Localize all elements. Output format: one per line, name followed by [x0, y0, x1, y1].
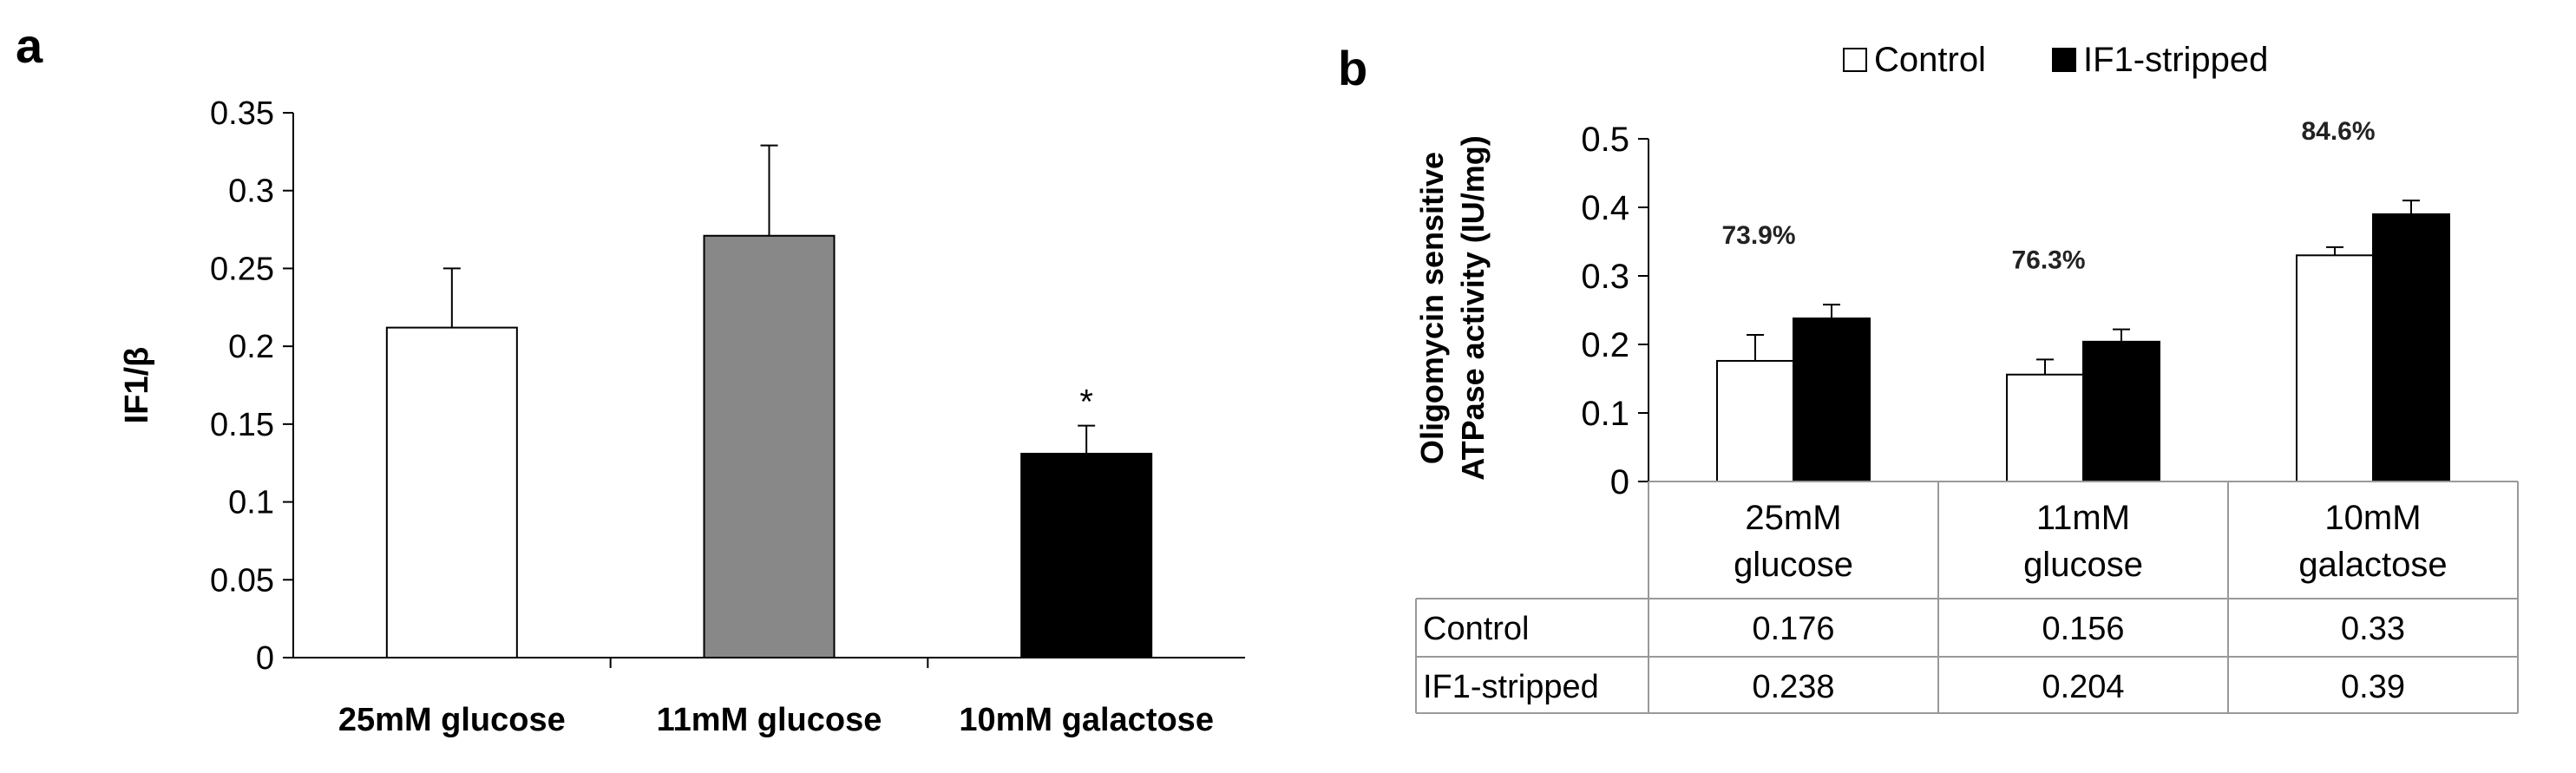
- table-cell: 0.238: [1752, 669, 1834, 705]
- chart-b-bar-if1-stripped: [1793, 317, 1871, 483]
- panel-b-label: b: [1338, 41, 1367, 95]
- chart-a-y-tick-label: 0.15: [210, 407, 274, 443]
- legend-swatch-if1-stripped: [2052, 48, 2076, 72]
- table-category-label: galactose: [2298, 546, 2447, 584]
- table-cell: 0.39: [2341, 669, 2405, 705]
- chart-a-y-tick-label: 0.05: [210, 562, 274, 599]
- table-category-label: glucose: [2023, 546, 2143, 584]
- chart-b-y-tick-label: 0.3: [1581, 258, 1629, 296]
- chart-a: 0 0.05 0.1 0.15 0.2 0.25 0.3 0.35 25mM glucose 1…: [119, 95, 1245, 738]
- data-table: 25mM glucose 11mM glucose 10mM galactose Contr…: [1415, 481, 2519, 714]
- chart-a-y-tick-label: 0.2: [228, 329, 274, 365]
- table-row-header: IF1-stripped: [1423, 669, 1599, 705]
- chart-a-x-tick-label: 25mM glucose: [338, 702, 566, 738]
- chart-b-bar-if1-stripped: [2082, 340, 2160, 482]
- chart-b-bar-control: [1716, 359, 1794, 482]
- chart-b-percent-annotation: 84.6%: [2301, 117, 2375, 146]
- chart-a-bar: [703, 234, 836, 658]
- chart-b-percent-annotation: 76.3%: [2011, 246, 2085, 275]
- chart-a-bar: [385, 326, 518, 658]
- chart-a-y-tick-label: 0.25: [210, 251, 274, 287]
- chart-b-percent-annotation: 73.9%: [1721, 221, 1795, 250]
- chart-a-bar: [1020, 452, 1153, 658]
- table-cell: 0.176: [1752, 611, 1834, 647]
- chart-b-bar-if1-stripped: [2372, 213, 2450, 482]
- chart-a-y-tick-label: 0: [256, 640, 274, 677]
- chart-b-bar-control: [2296, 254, 2374, 482]
- table-category-label: glucose: [1734, 546, 1853, 584]
- legend-swatch-control: [1843, 48, 1867, 72]
- table-category-label: 10mM: [2324, 499, 2421, 537]
- legend-label-control: Control: [1874, 41, 1986, 79]
- table-category-label: 25mM: [1745, 499, 1841, 537]
- chart-b-y-label-line2: ATPase activity (IU/mg): [1455, 135, 1491, 480]
- table-row-header: Control: [1423, 611, 1530, 647]
- chart-a-y-label: IF1/β: [119, 347, 155, 424]
- chart-b-y-tick-label: 0.5: [1581, 121, 1629, 159]
- table-cell: 0.204: [2042, 669, 2124, 705]
- chart-b: Control IF1-stripped 0 0.1 0.2 0.3 0.4 0.5 73…: [1414, 41, 2519, 714]
- chart-a-x-tick-label: 11mM glucose: [657, 702, 882, 738]
- chart-a-x-tick-label: 10mM galactose: [959, 702, 1214, 738]
- chart-a-y-tick-label: 0.1: [228, 485, 274, 521]
- table-category-label: 11mM: [2036, 499, 2130, 537]
- chart-b-y-tick-label: 0.2: [1581, 326, 1629, 364]
- panel-a-label: a: [16, 18, 43, 73]
- chart-b-y-label-line1: Oligomycin sensitive: [1414, 152, 1450, 464]
- chart-b-legend: Control IF1-stripped: [1843, 41, 2268, 79]
- chart-a-y-tick-label: 0.3: [228, 174, 274, 210]
- table-cell: 0.156: [2042, 611, 2124, 647]
- chart-b-bar-control: [2006, 373, 2084, 483]
- table-cell: 0.33: [2341, 611, 2405, 647]
- chart-b-y-tick-label: 0.4: [1581, 189, 1629, 227]
- chart-a-y-tick-label: 0.35: [210, 95, 274, 132]
- chart-b-y-tick-label: 0: [1610, 463, 1629, 501]
- chart-a-significance-marker: *: [1079, 383, 1093, 422]
- chart-b-y-tick-label: 0.1: [1581, 395, 1629, 433]
- legend-label-if1-stripped: IF1-stripped: [2083, 41, 2268, 79]
